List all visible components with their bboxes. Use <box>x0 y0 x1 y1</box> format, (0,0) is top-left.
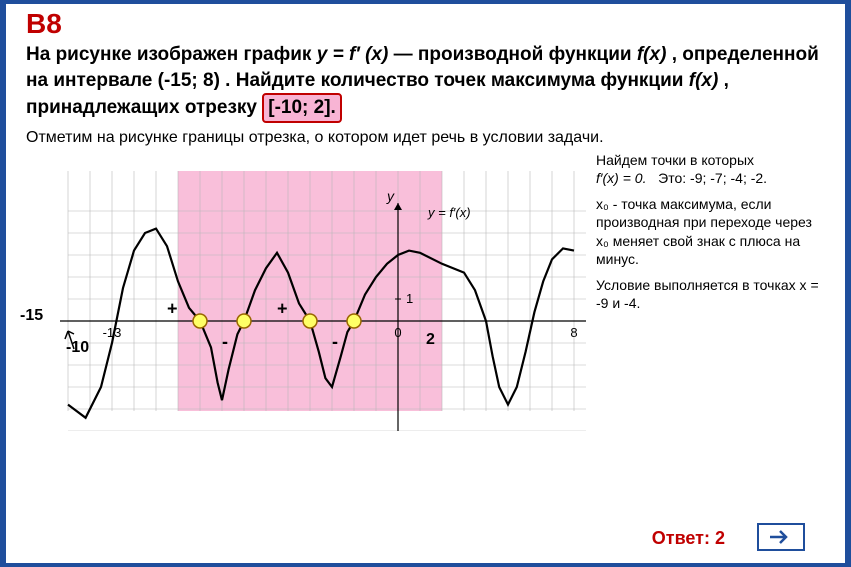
problem-formula: y = f′ (x) <box>317 44 389 65</box>
right-boundary-label: 2 <box>426 331 435 349</box>
svg-text:-: - <box>332 331 338 351</box>
step-text: Отметим на рисунке границы отрезка, о ко… <box>26 129 825 147</box>
svg-text:+: + <box>167 298 178 318</box>
arrow-right-icon <box>770 529 792 545</box>
p1a: Найдем точки в которых <box>596 152 754 168</box>
explanation: Найдем точки в которых f′(x) = 0. Это: -… <box>596 151 825 436</box>
task-label: B8 <box>26 8 825 40</box>
problem-formula: f(x) <box>689 70 719 91</box>
svg-text:y = f′(x): y = f′(x) <box>427 205 471 220</box>
answer-text: Ответ: 2 <box>652 528 725 549</box>
p1b: f′(x) = 0. <box>596 170 646 186</box>
slide: B8 На рисунке изображен график y = f′ (x… <box>0 0 851 567</box>
main-area: yy = f′(x)-13081++-- -15 -10 2 Найдем то… <box>26 151 825 436</box>
highlight-interval: [-10; 2]. <box>262 93 342 123</box>
svg-text:-: - <box>222 331 228 351</box>
bottom-boundary-label: -10 <box>66 339 89 357</box>
svg-text:0: 0 <box>394 325 401 340</box>
next-button[interactable] <box>757 523 805 551</box>
p1c: Это: -9; -7; -4; -2. <box>658 170 767 186</box>
svg-text:8: 8 <box>570 325 577 340</box>
problem-part: На рисунке изображен график <box>26 44 317 65</box>
problem-text: На рисунке изображен график y = f′ (x) —… <box>26 42 825 123</box>
left-boundary-label: -15 <box>20 307 43 325</box>
problem-formula: f(x) <box>637 44 667 65</box>
explanation-p2: x₀ - точка максимума, если производная п… <box>596 195 825 268</box>
svg-text:+: + <box>277 298 288 318</box>
svg-text:y: y <box>386 188 395 204</box>
chart-svg: yy = f′(x)-13081++-- <box>26 151 586 431</box>
explanation-p1: Найдем точки в которых f′(x) = 0. Это: -… <box>596 151 825 187</box>
chart: yy = f′(x)-13081++-- -15 -10 2 <box>26 151 586 436</box>
content: B8 На рисунке изображен график y = f′ (x… <box>6 0 845 446</box>
explanation-p3: Условие выполняется в точках x = -9 и -4… <box>596 276 825 312</box>
svg-text:1: 1 <box>406 291 413 306</box>
problem-part: — производной функции <box>394 44 637 65</box>
